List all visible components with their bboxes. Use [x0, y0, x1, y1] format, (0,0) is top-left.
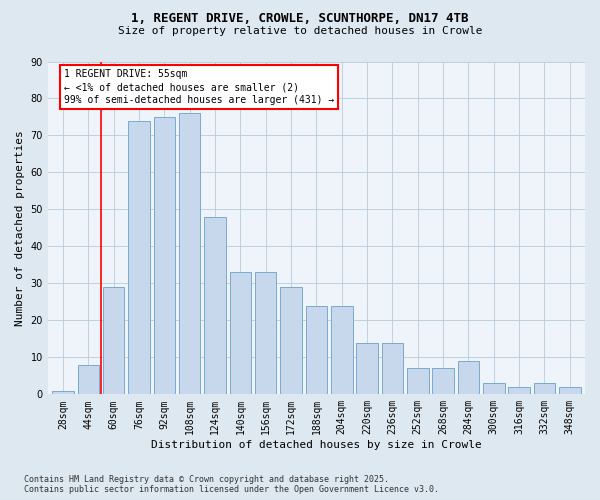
Bar — [559, 387, 581, 394]
Bar — [280, 287, 302, 395]
Bar — [382, 342, 403, 394]
Bar — [128, 120, 150, 394]
Text: Size of property relative to detached houses in Crowle: Size of property relative to detached ho… — [118, 26, 482, 36]
Text: 1, REGENT DRIVE, CROWLE, SCUNTHORPE, DN17 4TB: 1, REGENT DRIVE, CROWLE, SCUNTHORPE, DN1… — [131, 12, 469, 26]
Bar — [331, 306, 353, 394]
Bar — [508, 387, 530, 394]
Y-axis label: Number of detached properties: Number of detached properties — [15, 130, 25, 326]
Bar — [458, 361, 479, 394]
X-axis label: Distribution of detached houses by size in Crowle: Distribution of detached houses by size … — [151, 440, 482, 450]
Bar — [77, 364, 99, 394]
Bar — [407, 368, 428, 394]
Bar — [433, 368, 454, 394]
Bar — [154, 117, 175, 394]
Bar — [533, 383, 555, 394]
Bar — [52, 390, 74, 394]
Bar — [305, 306, 327, 394]
Text: 1 REGENT DRIVE: 55sqm
← <1% of detached houses are smaller (2)
99% of semi-detac: 1 REGENT DRIVE: 55sqm ← <1% of detached … — [64, 69, 334, 106]
Bar — [204, 217, 226, 394]
Bar — [356, 342, 378, 394]
Bar — [255, 272, 277, 394]
Bar — [230, 272, 251, 394]
Bar — [179, 114, 200, 394]
Bar — [483, 383, 505, 394]
Bar — [103, 287, 124, 395]
Text: Contains HM Land Registry data © Crown copyright and database right 2025.
Contai: Contains HM Land Registry data © Crown c… — [24, 474, 439, 494]
